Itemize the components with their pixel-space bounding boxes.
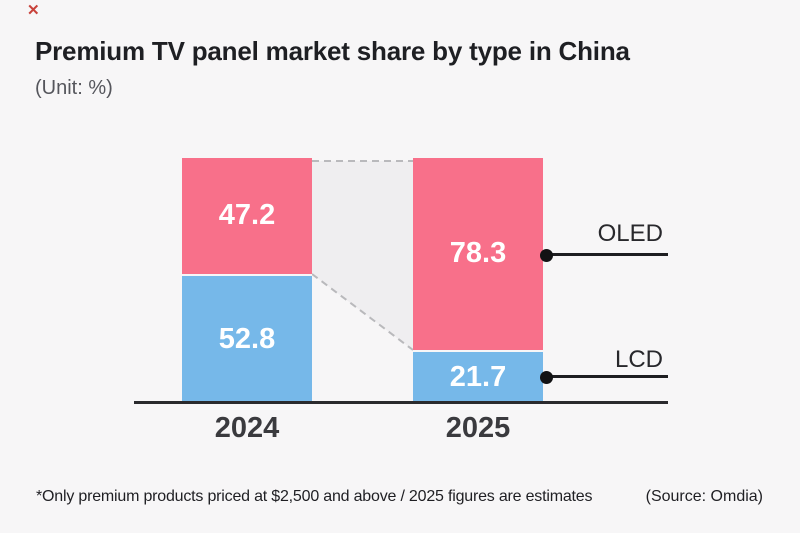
x-label-2025: 2025 <box>445 412 511 444</box>
x-label-2024: 2024 <box>214 412 280 444</box>
connector-diagonal-dashed-line <box>312 273 413 351</box>
unit-label: (Unit: %) <box>35 77 113 99</box>
chart-title: Premium TV panel market share by type in… <box>35 36 630 66</box>
x-axis-line <box>134 401 668 404</box>
broken-image-icon: ✕ <box>27 2 40 19</box>
lcd-leader-line <box>546 375 668 378</box>
oled-leader-dot <box>540 249 553 262</box>
bar-2024-lcd-segment: 52.8 <box>182 273 312 403</box>
legend-oled-label: OLED <box>597 220 663 247</box>
source-label: (Source: Omdia) <box>645 488 763 505</box>
value-label-lcd-2024: 52.8 <box>218 322 276 355</box>
lcd-leader-dot <box>540 371 553 384</box>
oled-leader-line <box>546 253 668 256</box>
footnote: *Only premium products priced at $2,500 … <box>36 488 593 505</box>
legend-lcd-label: LCD <box>614 346 663 373</box>
bar-2025: 78.3 21.7 <box>413 158 543 403</box>
connector-fill-shape <box>312 161 413 350</box>
bar-2025-oled-segment: 78.3 <box>413 158 543 350</box>
flow-connector-band <box>312 160 413 351</box>
bar-2024-oled-segment: 47.2 <box>182 158 312 274</box>
bar-2025-lcd-segment: 21.7 <box>413 349 543 403</box>
bar-2024: 47.2 52.8 <box>182 158 312 403</box>
value-label-oled-2025: 78.3 <box>449 237 507 270</box>
value-label-oled-2024: 47.2 <box>218 199 276 232</box>
value-label-lcd-2025: 21.7 <box>449 360 507 393</box>
